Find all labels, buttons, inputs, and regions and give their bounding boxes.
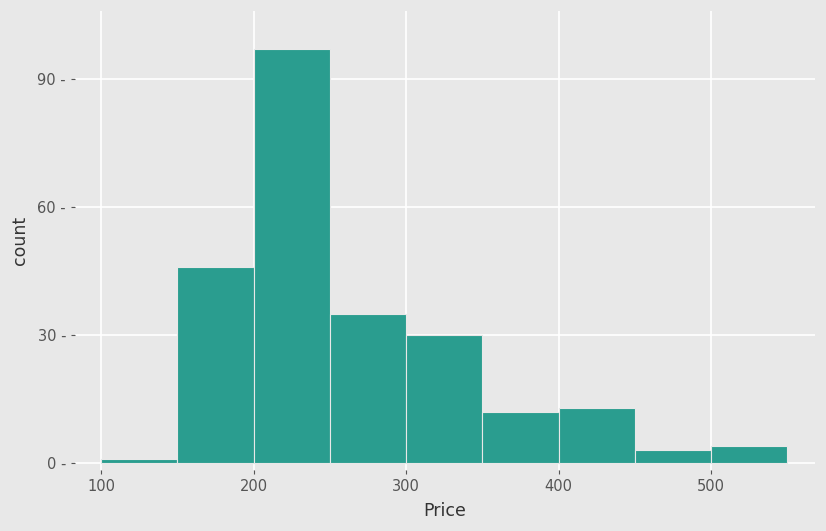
Bar — [330, 314, 406, 463]
Y-axis label: count: count — [11, 216, 29, 265]
Bar — [254, 49, 330, 463]
Bar — [406, 335, 482, 463]
Bar — [711, 446, 787, 463]
Bar — [558, 408, 635, 463]
Bar — [178, 267, 254, 463]
Bar — [482, 412, 558, 463]
Bar — [635, 450, 711, 463]
X-axis label: Price: Price — [424, 502, 467, 520]
Bar — [101, 459, 178, 463]
